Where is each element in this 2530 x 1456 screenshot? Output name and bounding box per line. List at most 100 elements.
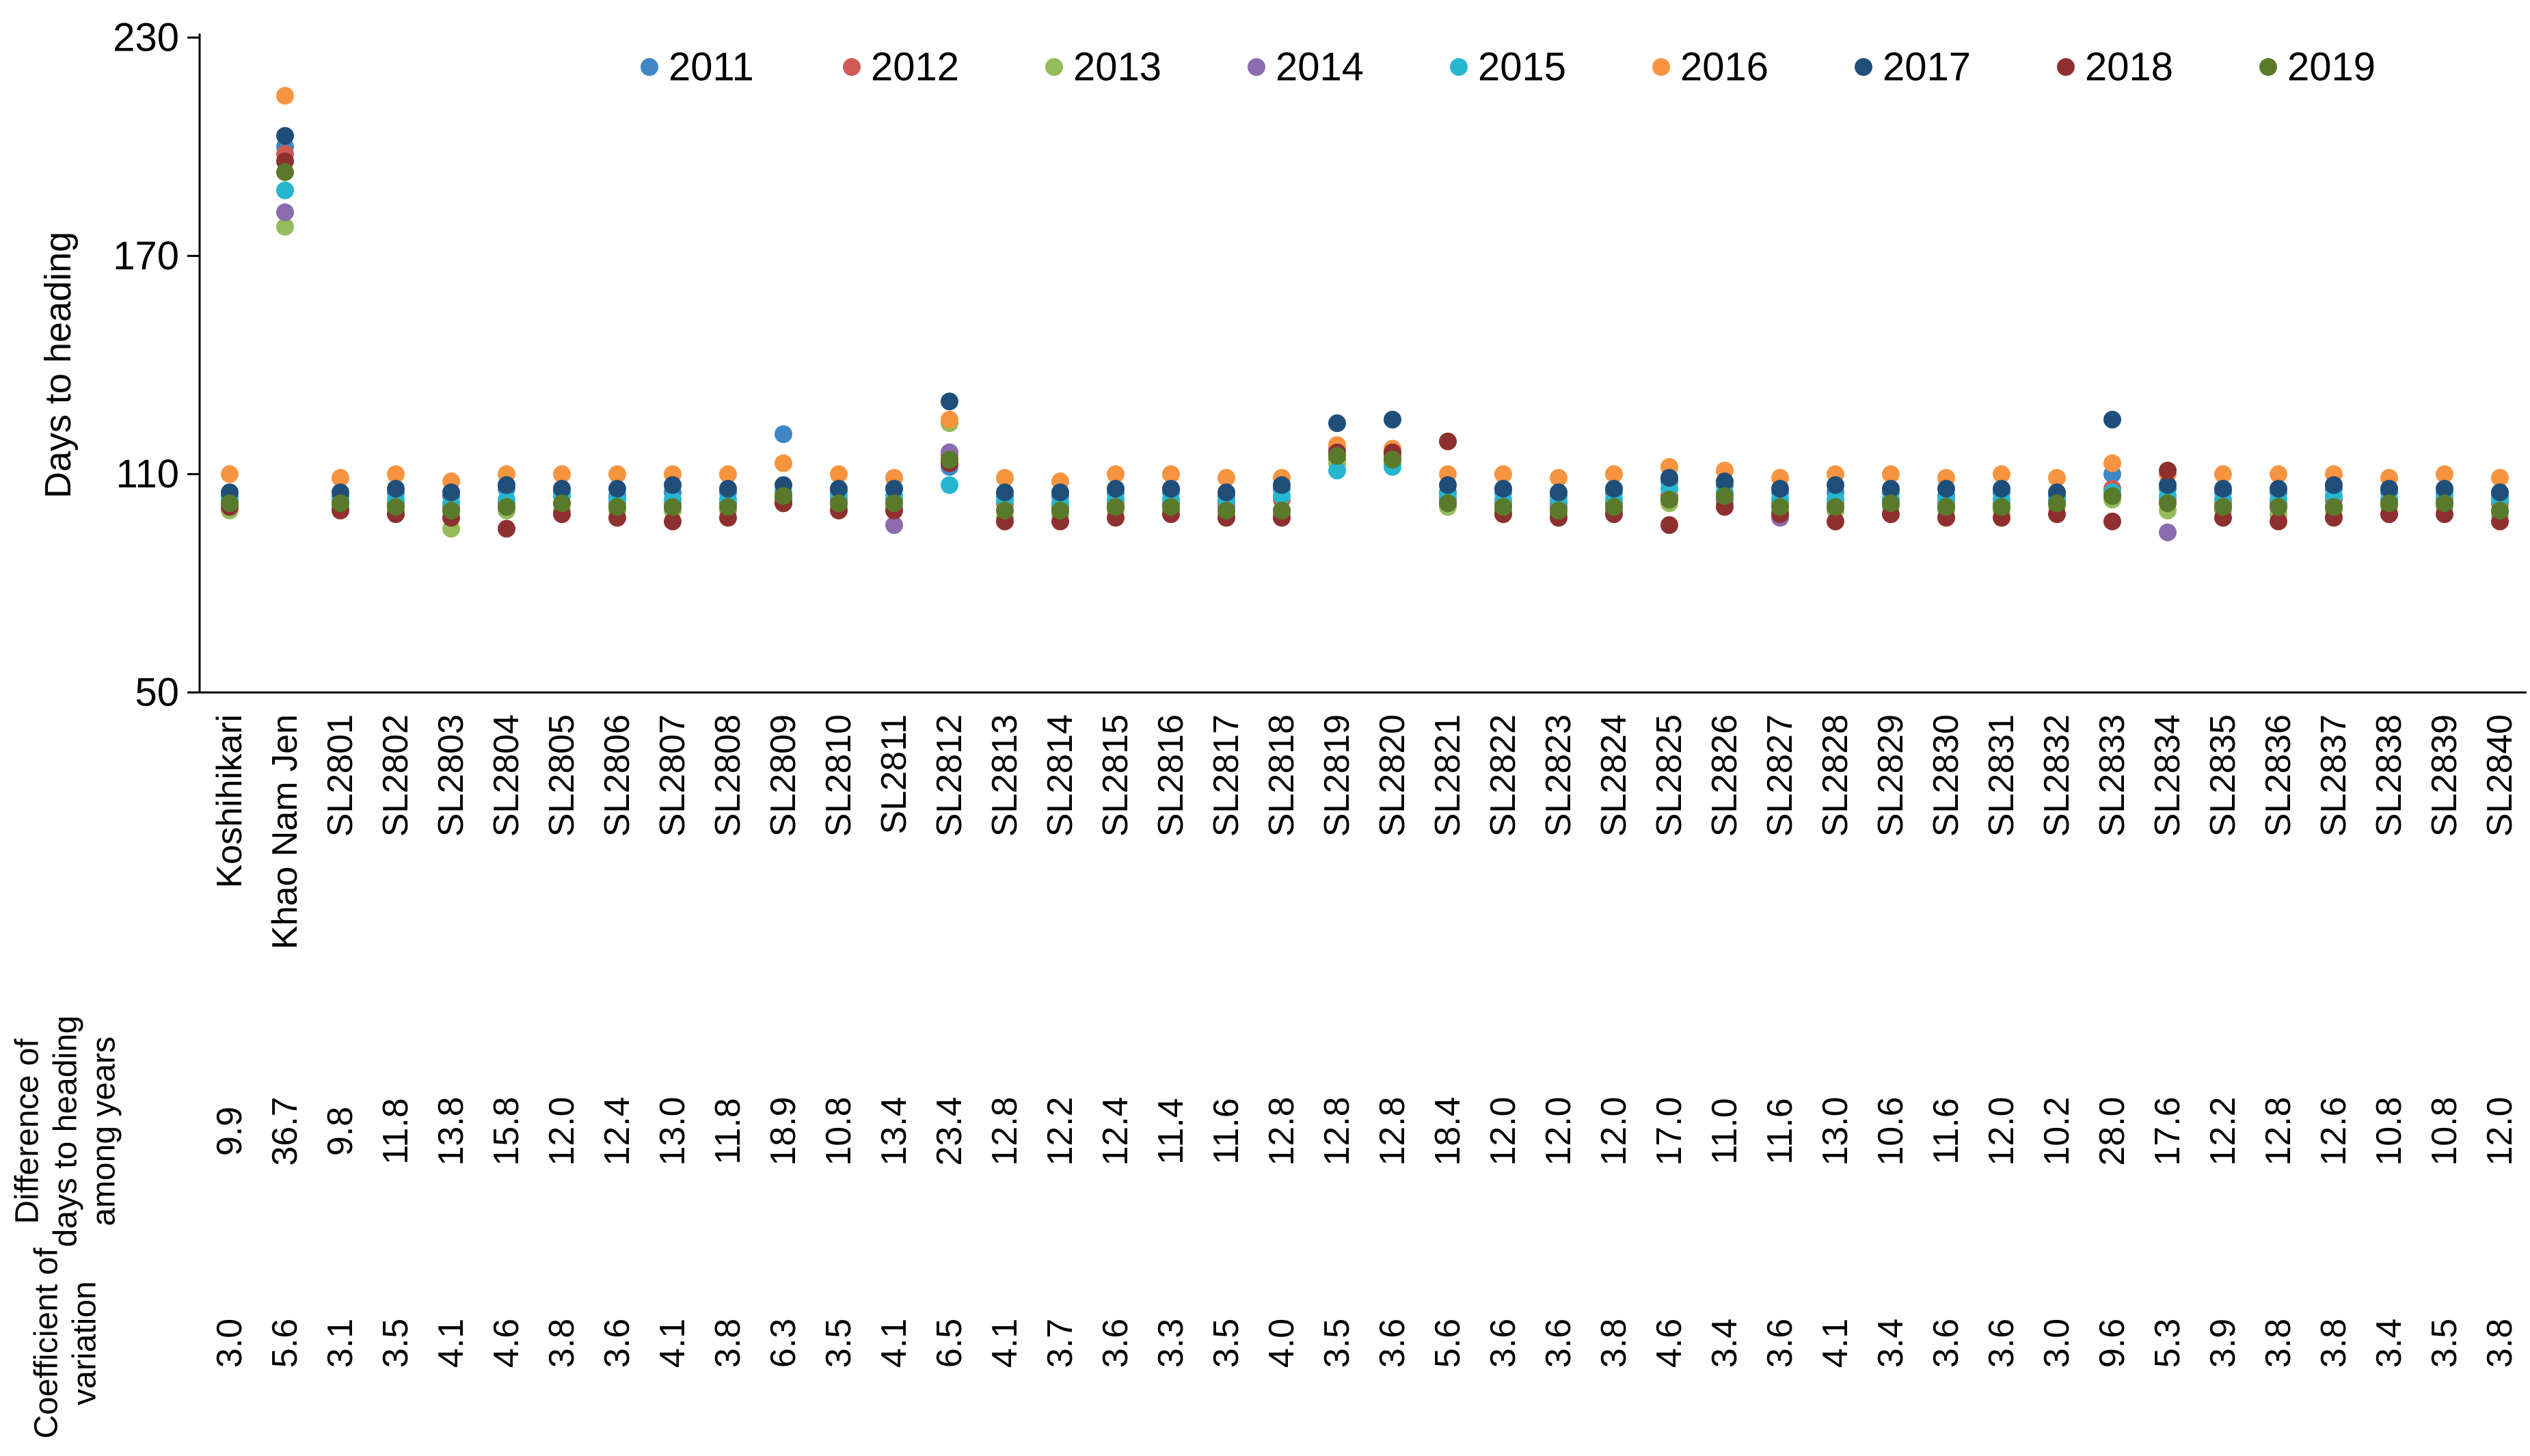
data-point-2017: [1716, 472, 1734, 491]
row-value: 3.6: [1982, 1319, 2021, 1368]
category-label: SL2802: [376, 714, 416, 837]
data-point-2018: [664, 512, 682, 530]
row-value: 10.8: [2369, 1096, 2409, 1165]
data-point-2017: [276, 126, 294, 145]
category-label: SL2830: [1926, 714, 1966, 837]
data-point-2017: [2214, 479, 2232, 498]
data-point-2018: [2103, 512, 2121, 530]
data-point-2016: [387, 465, 405, 483]
data-point-2019: [1439, 494, 1457, 513]
data-point-2017: [553, 479, 571, 498]
row-value: 12.8: [985, 1096, 1025, 1165]
row-value: 3.8: [542, 1319, 582, 1368]
row-value: 28.0: [2092, 1096, 2132, 1165]
row-value: 12.8: [2259, 1096, 2298, 1165]
row-value: 12.2: [2203, 1096, 2243, 1165]
row-value: 11.0: [1705, 1098, 1745, 1164]
data-point-2019: [1771, 498, 1789, 516]
data-point-2017: [2436, 479, 2453, 498]
legend-label-2013: 2013: [1073, 45, 1161, 90]
data-point-2017: [1217, 483, 1235, 502]
category-label: SL2829: [1871, 714, 1911, 837]
row-value: 9.6: [2092, 1319, 2132, 1368]
legend-marker-2016: [1652, 58, 1670, 76]
category-label: SL2809: [764, 714, 803, 837]
data-point-2019: [1217, 501, 1235, 520]
row-value: 4.1: [653, 1319, 692, 1368]
category-label: SL2819: [1317, 714, 1357, 837]
legend-marker-2013: [1045, 58, 1063, 76]
row-value: 17.6: [2148, 1096, 2188, 1165]
category-label: SL2840: [2480, 714, 2520, 837]
data-point-2017: [498, 476, 515, 494]
data-point-2011: [775, 425, 792, 444]
category-label: SL2815: [1096, 714, 1135, 837]
data-point-2017: [1273, 476, 1291, 494]
row-value: 3.5: [2425, 1319, 2464, 1368]
data-point-2017: [1937, 479, 1955, 498]
data-point-2016: [775, 454, 792, 472]
legend-marker-2018: [2057, 58, 2075, 76]
data-point-2017: [1882, 479, 1900, 498]
data-point-2016: [1550, 468, 1567, 487]
data-point-2019: [221, 494, 239, 513]
legend-label-2016: 2016: [1680, 45, 1768, 90]
legend-marker-2017: [1855, 58, 1872, 76]
row-value: 6.3: [764, 1319, 803, 1368]
data-point-2017: [1439, 476, 1457, 494]
data-point-2019: [2491, 501, 2509, 520]
data-point-2016: [1162, 465, 1180, 483]
row-value: 6.5: [930, 1319, 969, 1368]
row-value: 4.1: [1816, 1319, 1855, 1368]
category-label: SL2812: [930, 714, 969, 837]
legend-label-2018: 2018: [2085, 45, 2173, 90]
row-value: 3.6: [1483, 1319, 1523, 1368]
row-value: 11.8: [376, 1098, 416, 1164]
data-point-2016: [553, 465, 571, 483]
data-point-2017: [1771, 479, 1789, 498]
category-label: SL2822: [1483, 714, 1523, 837]
data-point-2019: [885, 494, 903, 513]
data-point-2013: [276, 217, 294, 236]
row-value: 12.0: [1982, 1096, 2021, 1165]
data-point-2017: [2159, 476, 2177, 494]
legend-label-2015: 2015: [1478, 45, 1566, 90]
row-value: 10.8: [2425, 1096, 2464, 1165]
data-point-2016: [2214, 465, 2232, 483]
category-label: SL2839: [2425, 714, 2464, 837]
data-point-2017: [2380, 479, 2398, 498]
category-label: SL2814: [1040, 714, 1080, 837]
data-point-2014: [2159, 523, 2177, 541]
category-label: SL2807: [653, 714, 692, 837]
data-point-2018: [1660, 516, 1678, 535]
row-value: 3.4: [1871, 1319, 1911, 1368]
data-point-2016: [941, 410, 958, 429]
data-point-2019: [2048, 494, 2066, 513]
data-point-2015: [1328, 461, 1346, 480]
data-point-2017: [941, 392, 958, 411]
data-point-2019: [1328, 447, 1346, 466]
data-point-2017: [2103, 410, 2121, 429]
category-label: SL2803: [431, 714, 471, 837]
legend-label-2014: 2014: [1276, 45, 1364, 90]
row-title-line: days to heading: [48, 1016, 84, 1248]
row-value: 4.0: [1262, 1319, 1302, 1368]
data-point-2019: [1273, 501, 1291, 520]
legend-marker-2011: [641, 58, 658, 76]
row-value: 3.5: [1317, 1319, 1357, 1368]
data-point-2017: [1494, 479, 1512, 498]
category-label: SL2818: [1262, 714, 1302, 837]
category-label: SL2834: [2148, 714, 2188, 837]
row-value: 10.8: [819, 1096, 859, 1165]
row-title-line: Difference of: [10, 1038, 46, 1224]
row-value: 5.6: [1428, 1319, 1468, 1368]
row-value: 12.4: [597, 1096, 637, 1165]
row-value: 12.8: [1373, 1096, 1412, 1165]
data-point-2019: [1716, 487, 1734, 505]
data-point-2016: [2491, 468, 2509, 487]
data-point-2019: [1550, 501, 1567, 520]
y-tick-label: 170: [113, 234, 179, 278]
row-value: 3.5: [376, 1319, 416, 1368]
data-point-2019: [941, 450, 958, 469]
data-point-2019: [553, 494, 571, 513]
